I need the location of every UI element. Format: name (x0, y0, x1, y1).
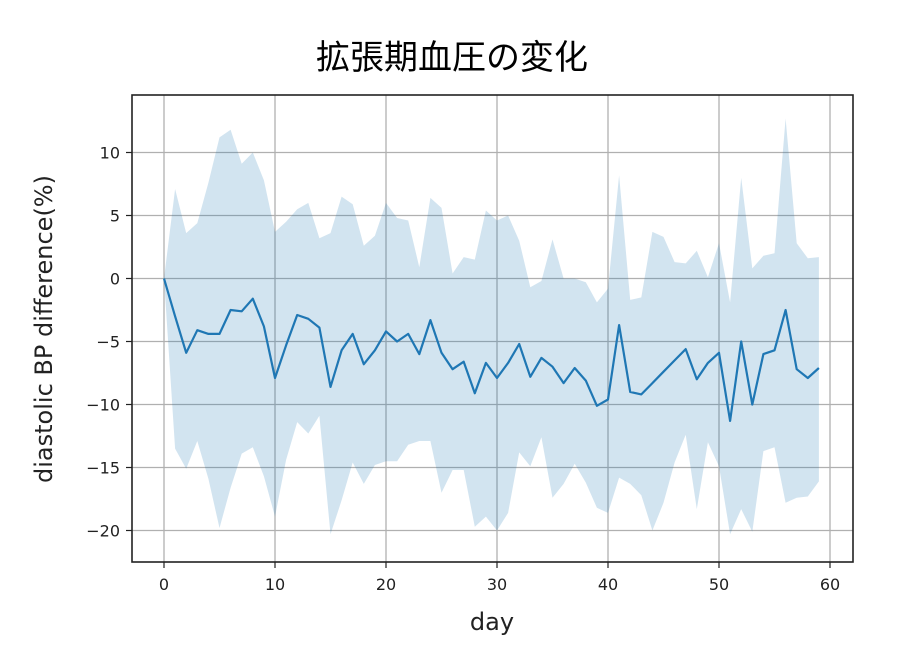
y-tick-label: 5 (110, 207, 120, 226)
y-tick-label: 10 (100, 144, 120, 163)
x-tick-label: 10 (265, 575, 285, 594)
plot-frame (131, 94, 854, 563)
chart-title: 拡張期血圧の変化 (316, 38, 588, 78)
y-tick-label: −20 (86, 522, 120, 541)
x-tick-label: 0 (159, 575, 169, 594)
x-axis-label: day (470, 608, 514, 636)
grid-lines (132, 95, 853, 562)
y-tick-label: 0 (110, 270, 120, 289)
confidence-band (164, 118, 819, 535)
y-tick-label: −10 (86, 396, 120, 415)
y-tick-label: −15 (86, 459, 120, 478)
x-axis-ticks: 0 10 20 30 40 50 60 (159, 562, 840, 594)
x-tick-label: 50 (709, 575, 729, 594)
x-tick-label: 40 (598, 575, 618, 594)
y-tick-label: −5 (96, 333, 120, 352)
mean-line (162, 278, 820, 422)
x-tick-label: 20 (376, 575, 396, 594)
x-tick-label: 60 (820, 575, 840, 594)
y-axis-ticks: 10 5 0 −5 −10 −15 −20 (86, 144, 132, 541)
y-axis-label: diastolic BP difference(%) (30, 175, 58, 483)
x-tick-label: 30 (487, 575, 507, 594)
